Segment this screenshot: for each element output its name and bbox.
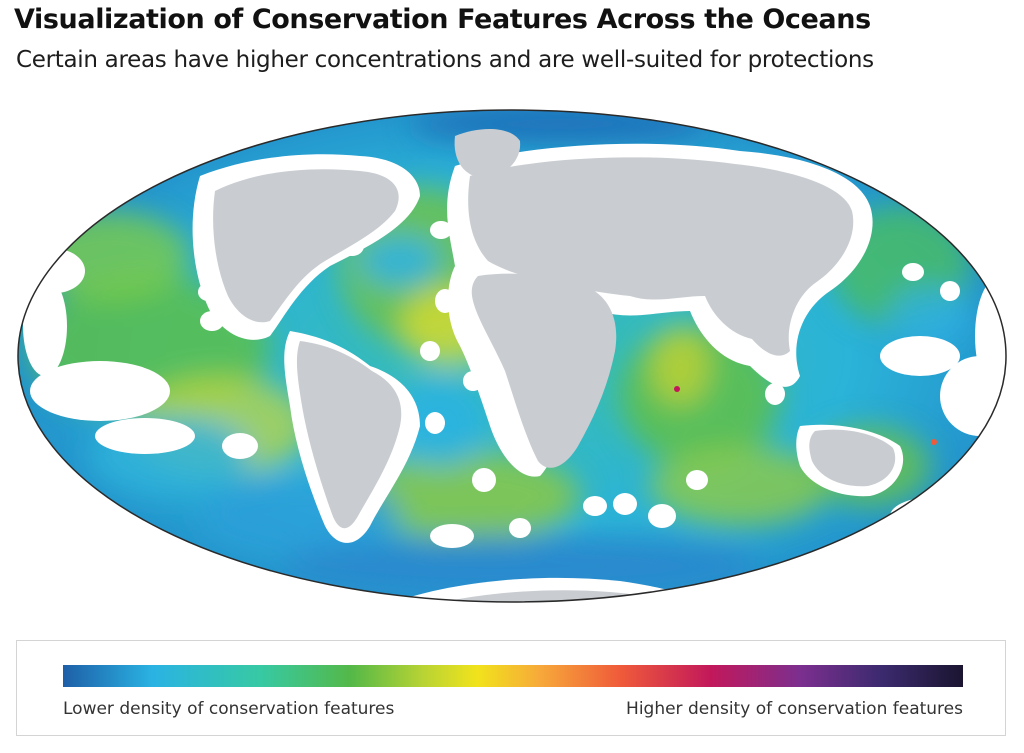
legend: Lower density of conservation features H… [16,640,1006,736]
globe-outline [17,109,1007,603]
legend-low-label: Lower density of conservation features [63,699,395,719]
legend-color-scale [63,665,963,687]
greenland [454,129,521,178]
north-america [213,169,399,323]
ocean-density-map [0,96,1024,616]
globe [18,110,1006,602]
chart-subtitle: Certain areas have higher concentrations… [16,47,874,73]
hotspots [674,386,937,445]
south-america [296,341,402,529]
australia [809,429,896,487]
chart-title: Visualization of Conservation Features A… [14,4,871,35]
legend-high-label: Higher density of conservation features [626,699,963,719]
eurasia [468,157,854,356]
africa [471,273,617,468]
